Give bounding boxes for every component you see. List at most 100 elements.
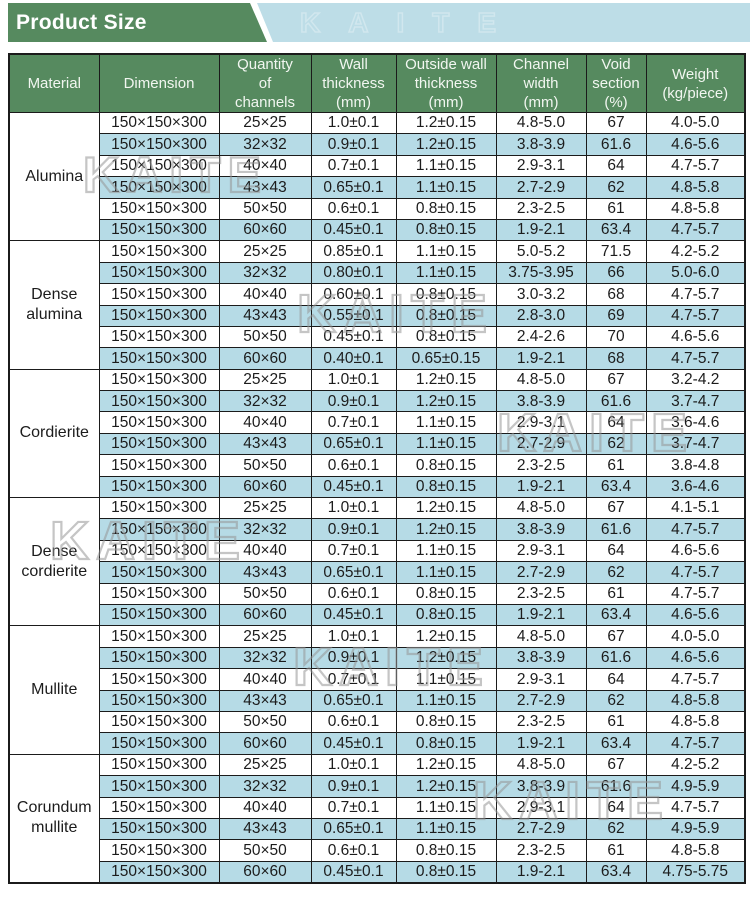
table-cell: 0.45±0.1 <box>310 475 397 499</box>
table-row: Alumina 150×150×300 25×25 1.0±0.1 1.2±0.15 4.… <box>8 111 746 242</box>
table-cell: 1.1±0.15 <box>395 411 497 434</box>
table-cell: 67 <box>585 111 647 135</box>
table-cell: 150×150×300 <box>98 454 220 477</box>
table-cell: 4.7-5.7 <box>645 732 746 755</box>
table-row: 150×150×300 60×60 0.45±0.1 0.8±0.15 1.9-2.1 6… <box>9 475 746 499</box>
table-cell: 0.8±0.15 <box>395 475 497 499</box>
table-cell: 150×150×300 <box>98 133 220 156</box>
table-cell: 0.8±0.15 <box>395 839 497 862</box>
table-row: 150×150×300 40×40 0.7±0.1 1.1±0.15 2.9-3.1 64… <box>9 668 746 691</box>
table-cell: 0.7±0.1 <box>310 796 397 819</box>
table-cell: 1.1±0.15 <box>395 796 497 819</box>
table-cell: 0.65±0.1 <box>310 817 397 841</box>
table-cell: 67 <box>585 368 647 392</box>
table-cell: 3.75-3.95 <box>495 261 587 285</box>
table-cell: 1.1±0.15 <box>395 432 497 456</box>
table-cell: 40×40 <box>218 796 312 819</box>
table-cell: 150×150×300 <box>98 154 220 178</box>
table-cell: 0.9±0.1 <box>310 646 397 670</box>
table-cell: 25×25 <box>218 753 312 777</box>
table-cell: 150×150×300 <box>98 775 220 798</box>
table-cell: 1.1±0.15 <box>395 154 497 178</box>
material-cell: Mullite <box>8 625 100 755</box>
table-cell: 150×150×300 <box>98 796 220 819</box>
table-cell: 0.65±0.15 <box>395 347 497 370</box>
table-cell: 0.9±0.1 <box>310 133 397 156</box>
table-row: 150×150×300 43×43 0.65±0.1 1.1±0.15 2.7-2.9 6… <box>9 561 746 584</box>
table-cell: 0.8±0.15 <box>395 732 497 755</box>
table-cell: 2.9-3.1 <box>495 154 587 178</box>
material-cell: Corundum mullite <box>8 753 100 884</box>
table-cell: 2.3-2.5 <box>495 839 587 862</box>
table-cell: 2.7-2.9 <box>495 817 587 841</box>
table-header: Material Dimension Quantity of channels Wal… <box>8 53 746 113</box>
table-cell: 4.8-5.0 <box>495 497 587 520</box>
table-cell: 1.0±0.1 <box>310 497 397 520</box>
table-cell: 50×50 <box>218 325 312 349</box>
table-cell: 1.2±0.15 <box>395 368 497 392</box>
table-cell: 1.9-2.1 <box>495 218 587 242</box>
table-cell: 2.9-3.1 <box>495 411 587 434</box>
table-cell: 1.1±0.15 <box>395 561 497 584</box>
table-cell: 4.8-5.8 <box>645 839 746 862</box>
table-cell: 0.8±0.15 <box>395 304 497 327</box>
table-cell: 150×150×300 <box>98 646 220 670</box>
table-cell: 25×25 <box>218 625 312 648</box>
table-cell: 69 <box>585 304 647 327</box>
table-cell: 1.1±0.15 <box>395 817 497 841</box>
table-cell: 25×25 <box>218 497 312 520</box>
table-cell: 3.8-3.9 <box>495 133 587 156</box>
table-row: 150×150×300 40×40 0.7±0.1 1.1±0.15 2.9-3.1 64… <box>9 411 746 434</box>
table-cell: 0.65±0.1 <box>310 432 397 456</box>
table-cell: 68 <box>585 283 647 306</box>
table-cell: 50×50 <box>218 197 312 220</box>
table-cell: 32×32 <box>218 261 312 285</box>
table-cell: 0.7±0.1 <box>310 668 397 691</box>
table-cell: 3.8-3.9 <box>495 518 587 541</box>
table-cell: 150×150×300 <box>98 860 220 884</box>
table-body: Alumina 150×150×300 25×25 1.0±0.1 1.2±0.15 4.… <box>8 111 746 884</box>
table-cell: 25×25 <box>218 240 312 263</box>
table-cell: 150×150×300 <box>98 603 220 627</box>
table-cell: 0.8±0.15 <box>395 710 497 734</box>
table-cell: 61 <box>585 710 647 734</box>
table-row: 150×150×300 50×50 0.6±0.1 0.8±0.15 2.3-2.5 61… <box>9 454 746 477</box>
table-cell: 64 <box>585 796 647 819</box>
table-cell: 43×43 <box>218 561 312 584</box>
table-cell: 4.8-5.8 <box>645 176 746 199</box>
table-cell: 4.9-5.9 <box>645 775 746 798</box>
table-cell: 150×150×300 <box>98 561 220 584</box>
table-cell: 40×40 <box>218 283 312 306</box>
table-cell: 3.6-4.6 <box>645 475 746 499</box>
table-cell: 63.4 <box>585 732 647 755</box>
table-cell: 0.8±0.15 <box>395 197 497 220</box>
table-cell: 4.7-5.7 <box>645 347 746 370</box>
table-cell: 1.1±0.15 <box>395 689 497 712</box>
header-row: Material Dimension Quantity of channels Wal… <box>8 53 746 113</box>
column-header: Wall thickness (mm) <box>310 53 397 113</box>
table-row: 150×150×300 60×60 0.45±0.1 0.8±0.15 1.9-2.1 6… <box>9 218 746 242</box>
table-cell: 63.4 <box>585 603 647 627</box>
banner-blue-stripe <box>257 3 750 42</box>
table-row: 150×150×300 32×32 0.9±0.1 1.2±0.15 3.8-3.9 61… <box>9 390 746 413</box>
table-cell: 3.7-4.7 <box>645 432 746 456</box>
table-cell: 3.6-4.6 <box>645 411 746 434</box>
table-row: 150×150×300 50×50 0.45±0.1 0.8±0.15 2.4-2.6 7… <box>9 325 746 349</box>
table-cell: 0.55±0.1 <box>310 304 397 327</box>
table-cell: 0.7±0.1 <box>310 539 397 563</box>
table-cell: 1.2±0.15 <box>395 111 497 135</box>
page-title: Product Size <box>16 11 147 34</box>
table-cell: 4.7-5.7 <box>645 561 746 584</box>
table-row: Dense cordierite 150×150×300 25×25 1.0±0.1 1… <box>8 497 746 627</box>
material-cell: Dense cordierite <box>8 497 100 627</box>
table-cell: 0.60±0.1 <box>310 283 397 306</box>
table-cell: 150×150×300 <box>98 668 220 691</box>
table-row: 150×150×300 43×43 0.65±0.1 1.1±0.15 2.7-2.9 6… <box>9 689 746 712</box>
table-row: 150×150×300 60×60 0.45±0.1 0.8±0.15 1.9-2.1 6… <box>9 860 746 884</box>
table-cell: 32×32 <box>218 390 312 413</box>
table-row: 150×150×300 50×50 0.6±0.1 0.8±0.15 2.3-2.5 61… <box>9 582 746 605</box>
table-cell: 43×43 <box>218 304 312 327</box>
table-cell: 4.7-5.7 <box>645 796 746 819</box>
table-row: 150×150×300 43×43 0.65±0.1 1.1±0.15 2.7-2.9 6… <box>9 432 746 456</box>
table-cell: 0.65±0.1 <box>310 176 397 199</box>
